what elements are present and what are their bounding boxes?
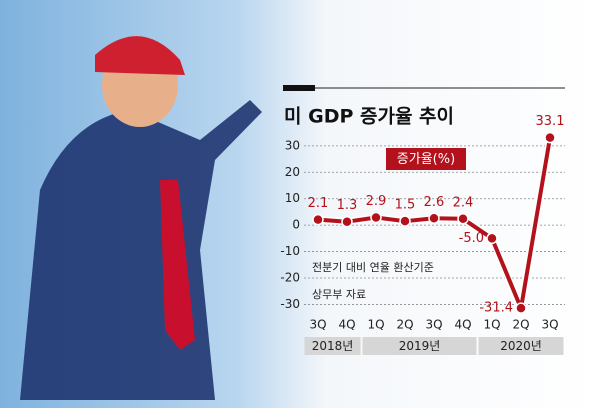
x-tick-label: 4Q bbox=[338, 318, 355, 332]
point bbox=[486, 232, 498, 245]
point bbox=[312, 213, 324, 226]
title-bar bbox=[283, 85, 315, 91]
value-label: 2.6 bbox=[424, 195, 445, 210]
y-tick-label: 30 bbox=[285, 138, 300, 152]
note: 상무부 자료 bbox=[312, 288, 366, 301]
value-label: 2.9 bbox=[366, 194, 387, 209]
value-label: 2.4 bbox=[453, 195, 474, 210]
value-label: 33.1 bbox=[536, 114, 565, 129]
chart-title: 미 GDP 증가율 추이 bbox=[284, 106, 454, 128]
point bbox=[341, 215, 353, 228]
year-band bbox=[362, 337, 477, 355]
value-label: -5.0 bbox=[459, 231, 484, 246]
x-tick-label: 4Q bbox=[454, 318, 471, 332]
y-tick-label: 0 bbox=[292, 218, 300, 232]
point bbox=[370, 211, 382, 224]
year-label: 2019년 bbox=[399, 339, 441, 353]
x-tick-label: 3Q bbox=[541, 318, 558, 332]
year-label: 2020년 bbox=[500, 339, 542, 353]
point bbox=[399, 215, 411, 227]
y-tick-label: -30 bbox=[280, 297, 300, 311]
y-tick-label: -10 bbox=[280, 244, 300, 258]
x-tick-label: 3Q bbox=[425, 318, 442, 332]
year-band bbox=[478, 337, 564, 355]
y-tick-label: -20 bbox=[280, 271, 300, 285]
value-label: -31.4 bbox=[479, 301, 513, 316]
y-tick-label: 10 bbox=[285, 191, 300, 205]
y-tick-label: 20 bbox=[285, 165, 300, 179]
x-tick-label: 2Q bbox=[512, 318, 529, 332]
value-label: 1.3 bbox=[337, 198, 358, 213]
point bbox=[457, 213, 469, 225]
x-tick-label: 1Q bbox=[367, 318, 384, 332]
point bbox=[544, 131, 556, 144]
note: 전분기 대비 연율 환산기준 bbox=[312, 261, 434, 274]
point bbox=[515, 302, 527, 314]
year-label: 2018년 bbox=[312, 339, 354, 353]
legend-box bbox=[386, 148, 466, 170]
year-band bbox=[304, 337, 361, 355]
point bbox=[428, 212, 440, 225]
x-tick-label: 1Q bbox=[483, 318, 500, 332]
x-tick-label: 2Q bbox=[396, 318, 413, 332]
legend-label: 증가율(%) bbox=[397, 152, 455, 167]
x-tick-label: 3Q bbox=[309, 318, 326, 332]
value-label: 1.5 bbox=[395, 198, 416, 213]
photo-placeholder bbox=[20, 36, 262, 400]
value-label: 2.1 bbox=[308, 196, 329, 211]
